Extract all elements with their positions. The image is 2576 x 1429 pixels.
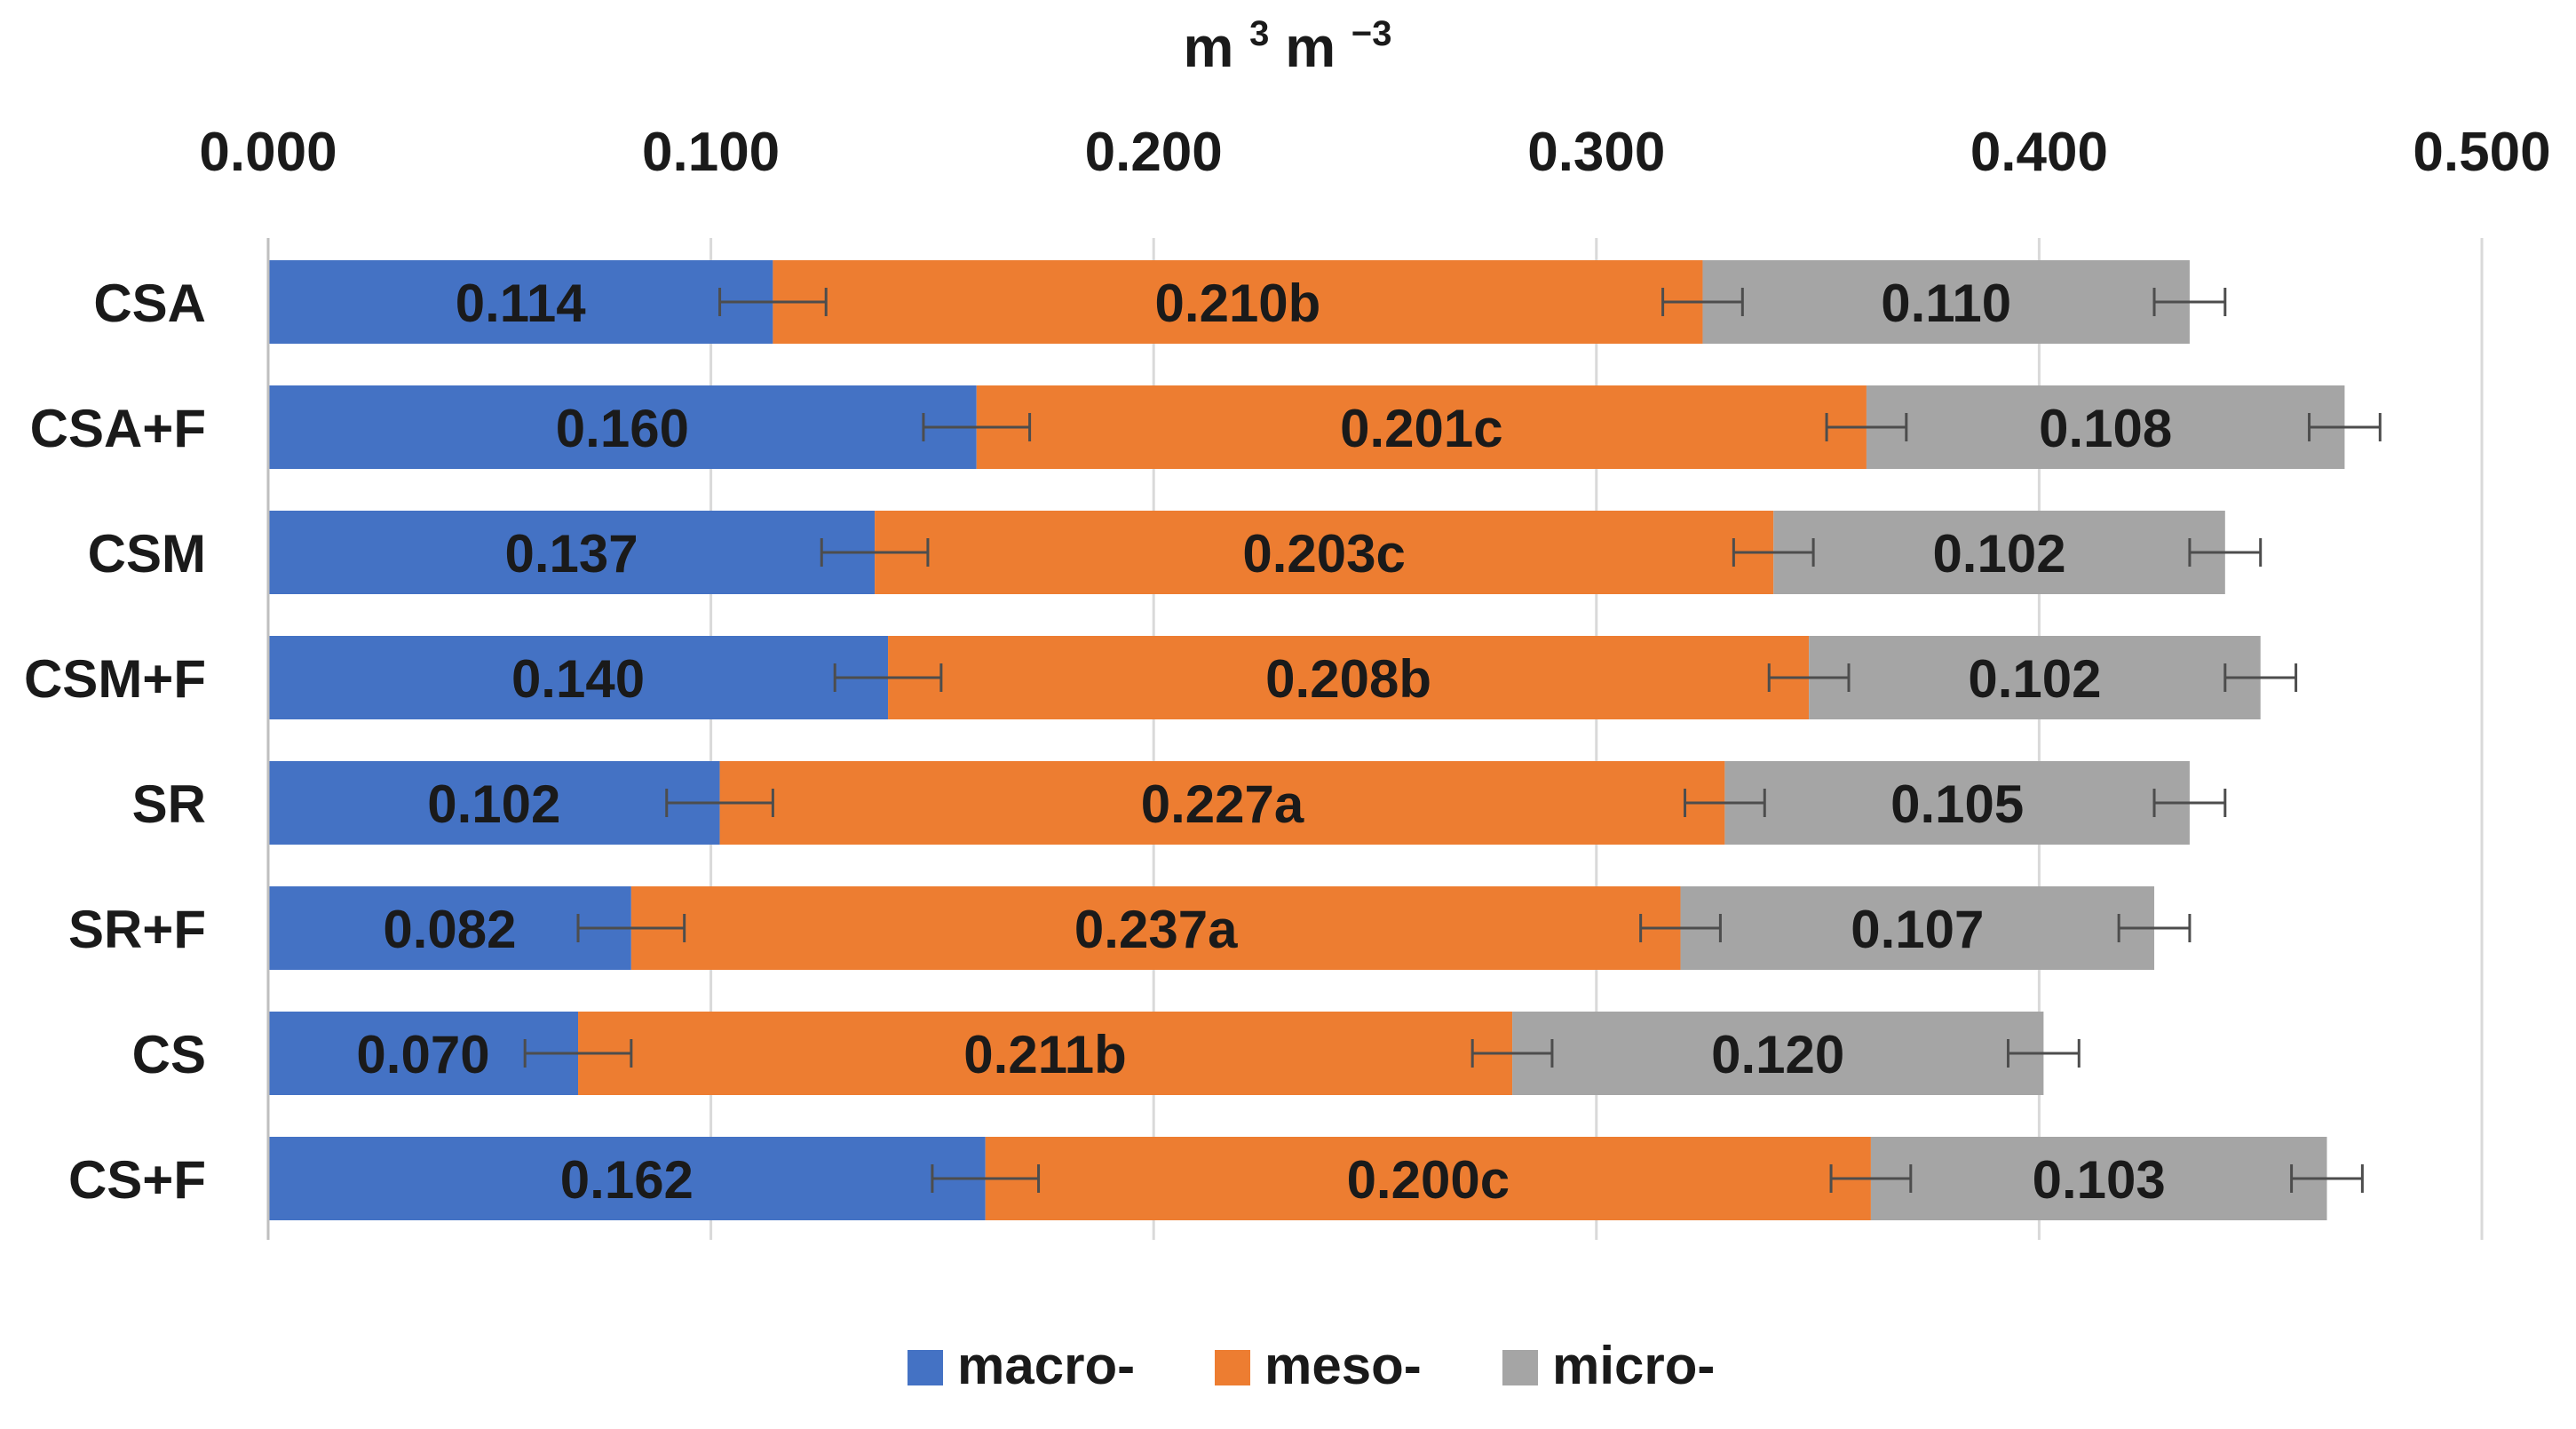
data-label: 0.227a <box>1141 774 1304 834</box>
x-axis-title: m 3 m −3 <box>1183 0 1391 79</box>
bar-segment-meso <box>578 1012 1513 1095</box>
x-tick-label: 0.400 <box>1970 122 2108 183</box>
bar-segment-meso <box>985 1137 1871 1220</box>
bar-segment-meso <box>719 761 1725 845</box>
x-axis-title-unit: m <box>1183 15 1233 79</box>
bar-segment-micro <box>1680 886 2155 970</box>
bar-segment-micro <box>1702 260 2190 344</box>
category-label: CSM <box>88 524 206 584</box>
legend-swatch-micro <box>1502 1350 1538 1385</box>
bar-segment-micro <box>1512 1012 2044 1095</box>
bar-segment-macro <box>268 1137 986 1220</box>
bar-segment-macro <box>268 385 977 469</box>
data-label: 0.211b <box>963 1025 1127 1084</box>
category-label: CSM+F <box>24 649 206 709</box>
bar-segment-meso <box>773 260 1703 344</box>
bar-segment-micro <box>1870 1137 2327 1220</box>
bar-segment-meso <box>875 511 1774 594</box>
error-bars-layer <box>523 288 2382 1193</box>
data-label: 0.237a <box>1074 900 1238 959</box>
legend: macro-meso-micro- <box>908 1336 1715 1395</box>
data-label: 0.102 <box>1932 524 2065 584</box>
x-tick-label: 0.500 <box>2413 122 2550 183</box>
axes-layer: 0.000 0.100 0.200 0.300 0.400 0.500 CSA CSA+F CS… <box>24 122 2551 1240</box>
bar-segment-micro <box>1809 636 2261 719</box>
category-label: SR+F <box>68 900 206 959</box>
data-label: 0.082 <box>383 900 516 959</box>
bar-segment-macro <box>268 886 631 970</box>
x-tick-label: 0.300 <box>1527 122 1665 183</box>
bar-segment-micro <box>1866 385 2345 469</box>
bar-segment-micro <box>1773 511 2225 594</box>
data-label: 0.110 <box>1881 274 2011 333</box>
category-label: CSA <box>93 274 206 333</box>
data-label: 0.160 <box>556 399 689 458</box>
legend-swatch-macro <box>908 1350 943 1385</box>
data-label: 0.210b <box>1155 274 1321 333</box>
x-axis-title-mid: m <box>1285 15 1336 79</box>
x-tick-label: 0.200 <box>1085 122 1223 183</box>
bar-segment-macro <box>268 260 773 344</box>
data-label: 0.137 <box>504 524 638 584</box>
bar-segment-macro <box>268 511 876 594</box>
data-label: 0.102 <box>1968 649 2101 709</box>
data-label: 0.102 <box>427 774 560 834</box>
data-label: 0.103 <box>2033 1150 2166 1210</box>
bar-segment-meso <box>976 385 1867 469</box>
data-label: 0.203c <box>1242 524 1406 584</box>
data-label: 0.162 <box>560 1150 694 1210</box>
legend-label: meso- <box>1264 1336 1422 1395</box>
legend-swatch-meso <box>1215 1350 1250 1385</box>
x-axis-title-sup1: 3 <box>1249 14 1269 53</box>
data-label: 0.200c <box>1347 1150 1510 1210</box>
bar-segment-macro <box>268 761 720 845</box>
x-tick-label: 0.000 <box>199 122 337 183</box>
data-label: 0.208b <box>1265 649 1431 709</box>
data-label: 0.201c <box>1340 399 1503 458</box>
legend-label: micro- <box>1552 1336 1715 1395</box>
bar-segment-macro <box>268 636 889 719</box>
bar-segment-micro <box>1724 761 2190 845</box>
x-axis-title-sup2: −3 <box>1351 14 1392 53</box>
category-label: CS <box>132 1025 206 1084</box>
data-label: 0.108 <box>2039 399 2172 458</box>
bar-segment-meso <box>888 636 1810 719</box>
bar-segment-meso <box>630 886 1681 970</box>
data-label: 0.105 <box>1890 774 2024 834</box>
bars-layer <box>268 260 2345 1220</box>
data-label: 0.114 <box>456 274 586 333</box>
category-label: CSA+F <box>30 399 206 458</box>
category-label: SR <box>132 774 206 834</box>
data-label: 0.140 <box>511 649 645 709</box>
data-label: 0.107 <box>1851 900 1984 959</box>
legend-label: macro- <box>957 1336 1135 1395</box>
data-label: 0.120 <box>1711 1025 1844 1084</box>
data-labels-layer: 0.114 0.210b 0.110 0.160 0.201c 0.108 0.137 0.2… <box>356 274 2172 1210</box>
data-label: 0.070 <box>356 1025 489 1084</box>
category-label: CS+F <box>68 1150 206 1210</box>
x-tick-label: 0.100 <box>642 122 780 183</box>
